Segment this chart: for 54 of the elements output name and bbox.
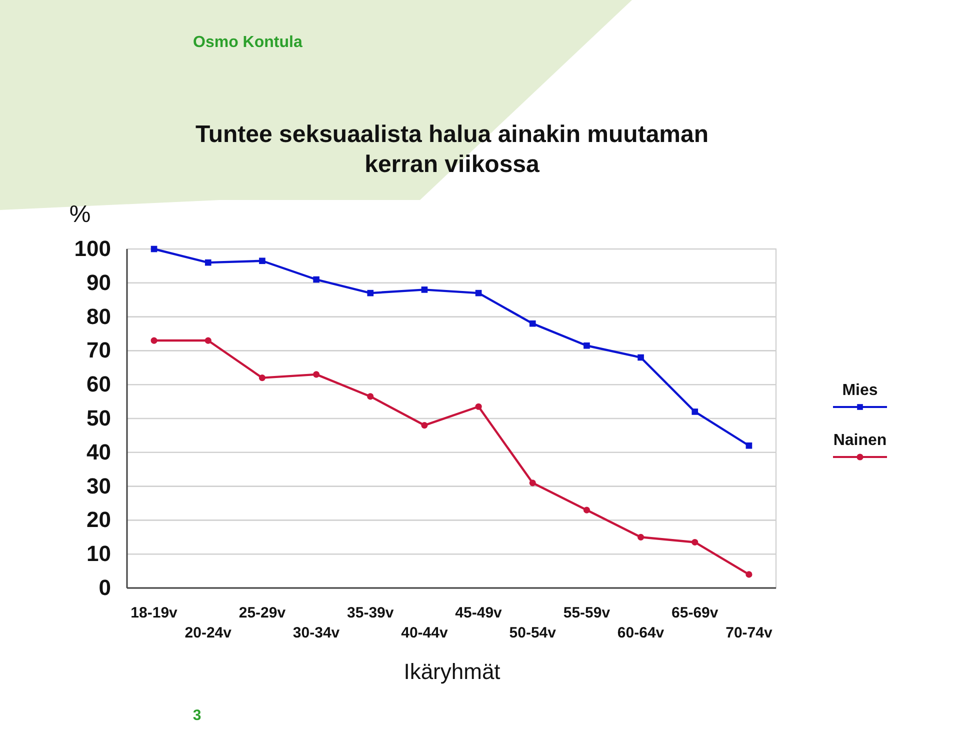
x-tick-label: 30-34v (292, 624, 340, 642)
x-tick-label: 50-54v (509, 624, 557, 642)
point (529, 320, 536, 327)
point (150, 246, 158, 252)
x-tick-label: 35-39v (347, 604, 394, 622)
point (313, 276, 320, 283)
point (313, 371, 320, 378)
point (367, 290, 374, 296)
x-tick-label: 20-24v (184, 624, 232, 642)
point (258, 374, 266, 382)
point (583, 506, 590, 514)
y-tick-label: 100 (74, 236, 111, 262)
x-tick-label: 45-49v (455, 604, 503, 622)
point (421, 286, 428, 293)
point (259, 258, 266, 264)
x-tick-label: 40-44v (401, 624, 448, 642)
point (692, 408, 698, 415)
point (638, 534, 644, 540)
point (204, 337, 212, 344)
y-tick-label: 40 (86, 439, 111, 464)
x-tick-label: 25-29v (238, 604, 286, 622)
point (746, 442, 752, 449)
point (692, 538, 698, 546)
text: Nainen (833, 432, 887, 449)
y-tick-label: 50 (86, 406, 111, 431)
x-tick-label: 18-19v (130, 604, 178, 622)
point (475, 290, 482, 296)
y-tick-label: 10 (86, 541, 111, 566)
x-tick-label: 60-64v (617, 624, 665, 642)
point (638, 354, 644, 361)
y-tick-label: 30 (86, 473, 111, 498)
y-axis-title: % (69, 201, 91, 228)
point (367, 393, 374, 400)
text: 3 (192, 707, 202, 724)
point (150, 337, 158, 344)
y-tick-label: 70 (86, 338, 111, 363)
y-tick-label: 0 (98, 575, 111, 600)
point (475, 403, 482, 410)
chart-title: Tuntee seksuaalista halua ainakin muutaman kerran viikossa (195, 121, 709, 178)
point (421, 422, 428, 429)
x-tick-label: 70-74v (726, 624, 773, 642)
point (204, 259, 212, 266)
point (529, 480, 536, 486)
x-axis-title: Ikäryhmät (404, 659, 500, 684)
text: Osmo Kontula (193, 34, 302, 51)
x-tick-label: 55-59v (563, 604, 611, 622)
text: Mies (842, 382, 878, 399)
y-tick-label: 80 (86, 304, 111, 329)
y-tick-label: 20 (86, 507, 111, 532)
y-tick-label: 60 (86, 372, 111, 397)
point (584, 342, 590, 349)
point (746, 571, 752, 578)
x-tick-label: 65-69v (672, 604, 719, 622)
y-tick-label: 90 (86, 270, 111, 295)
